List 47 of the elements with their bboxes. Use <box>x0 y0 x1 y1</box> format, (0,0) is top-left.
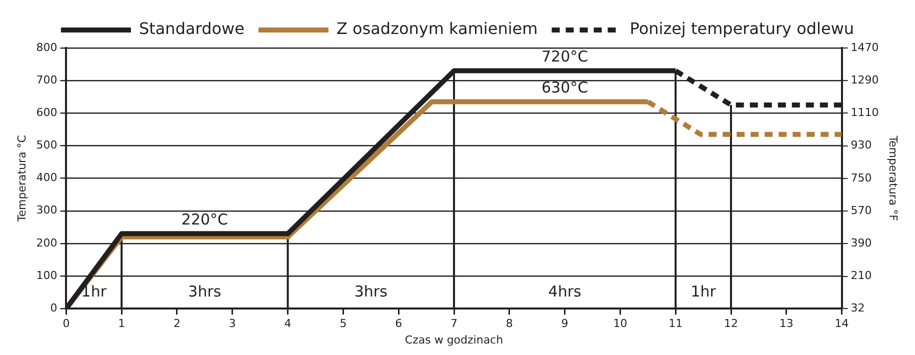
x-tick-label: 9 <box>561 317 568 330</box>
x-tick-label: 10 <box>613 317 628 330</box>
y2-tick-label: 570 <box>850 204 872 217</box>
y2-tick-label: 390 <box>850 236 872 250</box>
legend-label: Standardowe <box>138 19 244 38</box>
x-tick-label: 12 <box>724 317 738 330</box>
y-tick-label: 600 <box>36 106 58 120</box>
x-tick-label: 1 <box>118 317 126 330</box>
x-tick-label: 0 <box>62 317 70 330</box>
y2-tick-label: 930 <box>850 138 872 152</box>
annotation: 1hr <box>81 282 108 300</box>
x-tick-label: 5 <box>340 317 347 330</box>
y-tick-label: 400 <box>36 171 58 184</box>
y-tick-label: 200 <box>36 236 58 250</box>
annotation: 3hrs <box>188 282 222 300</box>
annotation: 3hrs <box>354 282 388 300</box>
x-tick-label: 4 <box>284 317 292 330</box>
annotation: 220°C <box>181 210 228 229</box>
x-tick-label: 13 <box>779 317 794 330</box>
annotation: 630°C <box>541 78 588 97</box>
x-tick-label: 2 <box>173 317 180 330</box>
y-tick-label: 300 <box>36 204 58 217</box>
x-tick-label: 11 <box>668 317 683 330</box>
y2-tick-label: 32 <box>850 301 865 314</box>
y-axis-title: Temperatura °C <box>15 134 28 223</box>
x-tick-label: 8 <box>506 317 513 330</box>
annotation: 720°C <box>541 48 588 66</box>
y-tick-label: 0 <box>50 301 58 314</box>
x-tick-label: 6 <box>395 317 402 330</box>
y2-tick-label: 750 <box>850 171 872 184</box>
legend-label: Ponizej temperatury odlewu <box>630 19 854 38</box>
legend-label: Z osadzonym kamieniem <box>336 19 538 38</box>
y-tick-label: 500 <box>36 138 58 152</box>
x-tick-label: 14 <box>834 317 849 330</box>
y2-axis-title: Temperatura °F <box>886 134 900 221</box>
annotation: 4hrs <box>548 282 582 300</box>
x-tick-label: 7 <box>450 317 458 330</box>
y-tick-label: 800 <box>36 40 58 54</box>
y-tick-label: 700 <box>36 73 58 86</box>
y-tick-label: 100 <box>36 268 58 282</box>
annotation: 1hr <box>690 282 717 300</box>
y2-tick-label: 1110 <box>850 106 879 120</box>
x-axis-title: Czas w godzinach <box>404 333 504 346</box>
x-tick-label: 3 <box>228 317 236 330</box>
y2-tick-label: 1290 <box>850 73 879 86</box>
y2-tick-label: 1470 <box>850 40 879 54</box>
y2-tick-label: 210 <box>850 269 872 282</box>
